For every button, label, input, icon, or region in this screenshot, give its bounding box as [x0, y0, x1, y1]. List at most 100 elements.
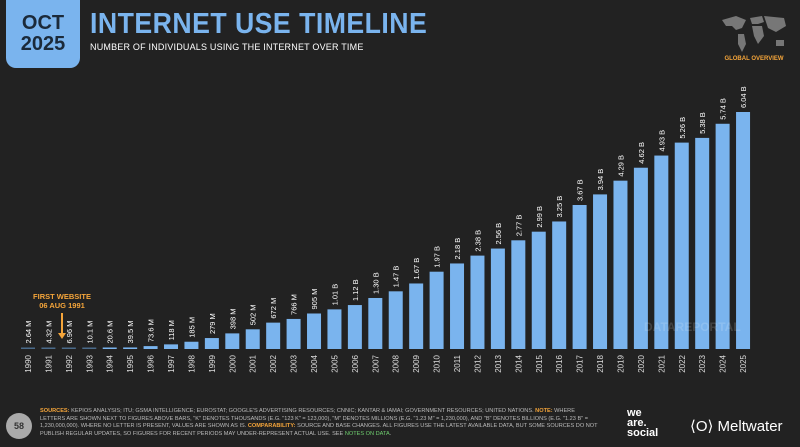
x-tick-2013: 2013 [494, 354, 503, 372]
bar-2003 [286, 318, 301, 349]
x-tick-2021: 2021 [657, 354, 666, 372]
bar-2025 [736, 112, 751, 349]
x-tick-1999: 1999 [208, 354, 217, 372]
page-subtitle: NUMBER OF INDIVIDUALS USING THE INTERNET… [90, 42, 364, 52]
x-tick-2020: 2020 [637, 354, 646, 372]
data-label-2016: 3.25 B [555, 196, 564, 218]
x-tick-1998: 1998 [187, 354, 196, 372]
bar-1998 [184, 341, 199, 349]
first-website-annotation: FIRST WEBSITE 06 AUG 1991 [20, 292, 104, 310]
bar-2012 [470, 255, 485, 349]
x-tick-2024: 2024 [719, 354, 728, 372]
x-tick-1992: 1992 [65, 354, 74, 372]
x-tick-2017: 2017 [576, 354, 585, 372]
data-label-1997: 118 M [167, 320, 176, 340]
data-label-1991: 4.32 M [44, 321, 53, 344]
meltwater-logo: ⟨O⟩ Meltwater [690, 418, 783, 435]
x-tick-1995: 1995 [126, 354, 135, 372]
bar-2016 [552, 221, 567, 349]
x-tick-2016: 2016 [555, 354, 564, 372]
data-label-2025: 6.04 B [739, 86, 748, 108]
bar-chart: 2.64 M 1990 4.32 M 1991 6.96 M 1992 10.1 M 1993… [21, 86, 751, 373]
x-tick-2019: 2019 [616, 354, 625, 372]
bar-2001 [245, 329, 260, 349]
data-label-2013: 2.56 B [494, 223, 503, 245]
data-label-2014: 2.77 B [514, 215, 523, 237]
bar-2000 [225, 333, 240, 349]
x-tick-2023: 2023 [698, 354, 707, 372]
x-tick-2009: 2009 [412, 354, 421, 372]
comparability-label: COMPARABILITY: [247, 423, 296, 430]
date-badge: OCT 2025 [6, 0, 80, 68]
bar-2022 [674, 142, 689, 349]
watermark: DATAREPORTAL [644, 320, 741, 334]
data-label-2009: 1.67 B [412, 258, 421, 280]
bar-2024 [715, 123, 730, 350]
x-tick-1993: 1993 [85, 354, 94, 372]
x-tick-2002: 2002 [269, 354, 278, 372]
bar-2010 [429, 271, 444, 349]
x-tick-2003: 2003 [290, 354, 299, 372]
world-map-icon [722, 16, 786, 52]
data-label-2011: 2.18 B [453, 238, 462, 260]
bar-1994 [102, 347, 117, 349]
x-tick-2008: 2008 [392, 354, 401, 372]
data-label-1993: 10.1 M [85, 321, 94, 344]
bar-2005 [327, 309, 342, 349]
data-label-2007: 1.30 B [371, 272, 380, 294]
data-label-2002: 672 M [269, 298, 278, 319]
page-number: 58 [6, 413, 32, 439]
notes-on-data-link[interactable]: NOTES ON DATA [344, 430, 390, 437]
arrow-down-icon [58, 333, 66, 339]
data-label-1990: 2.64 M [24, 321, 33, 344]
bar-2021 [654, 155, 669, 349]
bar-2017 [572, 204, 587, 349]
x-tick-2012: 2012 [473, 354, 482, 372]
bar-2013 [490, 248, 505, 349]
bar-1996 [143, 346, 158, 349]
data-label-2010: 1.97 B [433, 246, 442, 268]
page-title: INTERNET USE TIMELINE [90, 8, 428, 40]
annotation-line1: FIRST WEBSITE [33, 292, 91, 301]
bar-1997 [164, 344, 179, 349]
data-label-1998: 185 M [187, 317, 196, 338]
data-label-2008: 1.47 B [392, 266, 401, 288]
data-label-2023: 5.38 B [698, 112, 707, 134]
bar-2011 [450, 263, 465, 349]
footnote: SOURCES: KEPIOS ANALYSIS; ITU; GSMA INTE… [40, 408, 600, 438]
x-tick-1990: 1990 [24, 354, 33, 372]
arrow-shaft [61, 313, 63, 335]
data-label-1994: 20.6 M [106, 321, 115, 344]
sources-label: SOURCES: [40, 408, 70, 414]
x-tick-2010: 2010 [433, 354, 442, 372]
bar-2015 [531, 231, 546, 349]
x-tick-2022: 2022 [678, 354, 687, 372]
bar-1999 [204, 338, 219, 349]
data-label-2018: 3.94 B [596, 169, 605, 191]
x-tick-2015: 2015 [535, 354, 544, 372]
x-tick-2005: 2005 [330, 354, 339, 372]
data-label-1999: 279 M [208, 313, 217, 334]
annotation-line2: 06 AUG 1991 [39, 301, 85, 310]
data-label-2003: 766 M [290, 294, 299, 315]
data-label-2024: 5.74 B [719, 98, 728, 120]
bar-1991 [41, 347, 56, 349]
x-tick-1997: 1997 [167, 354, 176, 372]
x-tick-2000: 2000 [228, 354, 237, 372]
x-tick-1991: 1991 [44, 354, 53, 372]
bar-2002 [266, 322, 281, 349]
bar-2009 [409, 283, 424, 349]
data-label-2004: 905 M [310, 289, 319, 310]
bar-2004 [307, 313, 322, 349]
bar-2018 [593, 194, 608, 349]
note-text: WHERE LETTERS ARE SHOWN NEXT TO FIGURES … [40, 408, 588, 430]
section-label: GLOBAL OVERVIEW [724, 56, 784, 62]
data-label-2001: 502 M [249, 304, 258, 325]
bar-1995 [123, 347, 138, 349]
x-tick-2001: 2001 [249, 354, 258, 372]
bar-2007 [368, 297, 383, 349]
data-label-2019: 4.29 B [616, 155, 625, 177]
x-tick-1994: 1994 [106, 354, 115, 372]
x-tick-1996: 1996 [147, 354, 156, 372]
data-label-2022: 5.26 B [678, 117, 687, 139]
